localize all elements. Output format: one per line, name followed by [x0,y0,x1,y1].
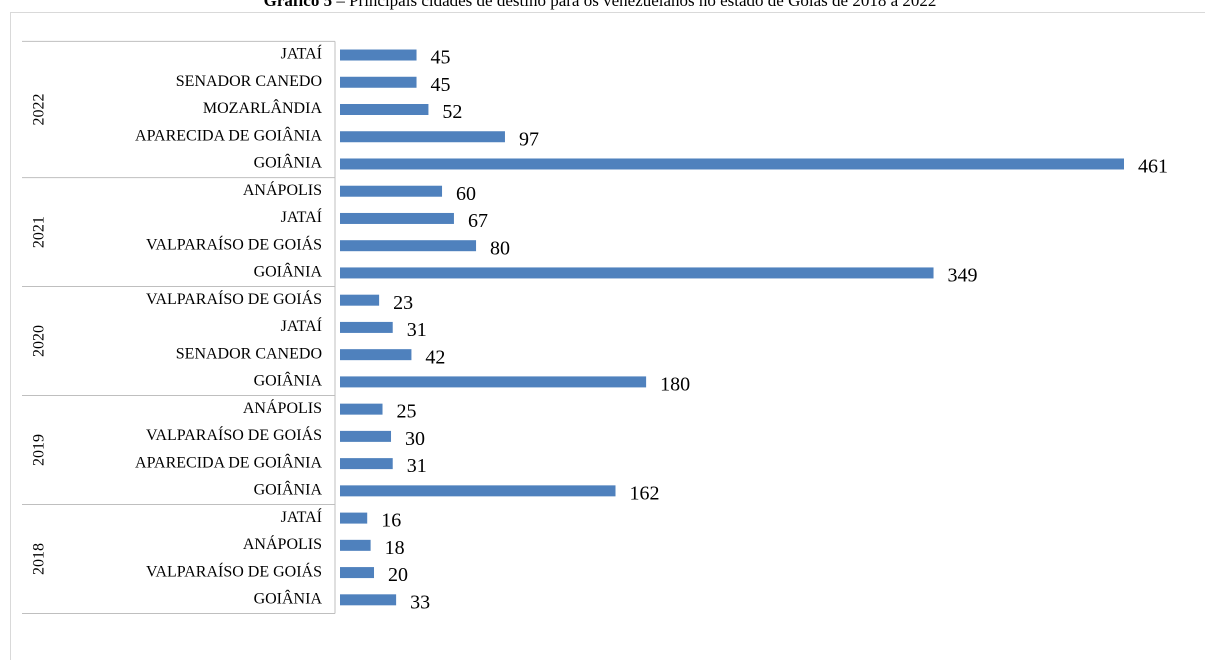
category-label: VALPARAÍSO DE GOIÁS [146,289,322,308]
group-label: 2021 [31,216,48,248]
value-label: 67 [468,210,488,232]
bar [340,349,412,361]
bar [340,512,368,524]
category-label: APARECIDA DE GOIÂNIA [135,125,322,144]
bar [340,567,375,579]
value-label: 31 [407,319,427,341]
bar [340,267,934,279]
category-label: SENADOR CANEDO [176,73,322,90]
value-label: 18 [385,537,405,559]
category-label: MOZARLÂNDIA [203,98,323,117]
chart-title: – Principais cidades de destino para os … [335,0,936,10]
group-label: 2020 [31,325,48,357]
value-label: 20 [388,564,408,586]
bar [340,131,505,143]
bar [340,321,393,333]
value-label: 16 [381,510,401,532]
bar [340,430,392,442]
group-label: 2022 [31,94,48,126]
category-label: VALPARAÍSO DE GOIÁS [146,234,322,253]
value-label: 31 [407,455,427,477]
bar [340,485,616,497]
group-label: 2019 [31,434,48,466]
category-label: APARECIDA DE GOIÂNIA [135,452,322,471]
value-label: 97 [519,128,539,150]
value-label: 349 [948,265,978,287]
bar [340,376,647,388]
bar [340,49,417,61]
chart-title-line: Gráfico 5 – Principais cidades de destin… [264,0,937,10]
bar [340,594,397,606]
category-label: GOIÂNIA [254,480,323,499]
value-label: 23 [393,292,413,314]
category-label: ANÁPOLIS [243,398,322,417]
value-label: 42 [425,346,445,368]
plot-frame [10,12,1205,660]
category-label: JATAÍ [281,316,322,335]
bar [340,294,380,306]
category-label: JATAÍ [281,507,322,526]
category-label: ANÁPOLIS [243,180,322,199]
bar [340,158,1124,170]
category-label: VALPARAÍSO DE GOIÁS [146,425,322,444]
bar [340,539,371,551]
bar [340,185,443,197]
value-label: 80 [490,237,510,259]
figure-label: Gráfico 5 [264,0,332,10]
bar [340,76,417,88]
bar [340,212,454,224]
value-label: 45 [431,74,451,96]
bar [340,403,383,415]
value-label: 25 [397,401,417,423]
category-label: GOIÂNIA [254,588,323,607]
group-label: 2018 [31,543,48,575]
category-label: SENADOR CANEDO [176,345,322,362]
category-label: VALPARAÍSO DE GOIÁS [146,561,322,580]
value-label: 461 [1138,156,1168,178]
category-label: JATAÍ [281,207,322,226]
bar [340,240,477,252]
category-label: GOIÂNIA [254,153,323,172]
value-label: 60 [456,183,476,205]
category-label: GOIÂNIA [254,371,323,390]
value-label: 45 [431,47,451,69]
bar [340,458,393,470]
value-label: 162 [630,482,660,504]
category-label: JATAÍ [281,44,322,63]
value-label: 30 [405,428,425,450]
category-label: GOIÂNIA [254,262,323,281]
category-label: ANÁPOLIS [243,534,322,553]
value-label: 33 [410,591,430,613]
value-label: 180 [660,373,690,395]
value-label: 52 [442,101,462,123]
bar [340,104,429,115]
